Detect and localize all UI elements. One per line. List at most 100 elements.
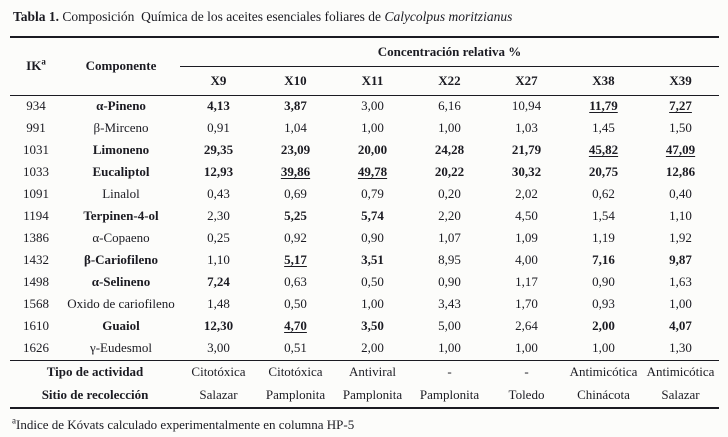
cell-value: 1,50 — [669, 120, 692, 136]
cell-value: 20,00 — [357, 142, 388, 158]
cell-value: 0,40 — [669, 186, 692, 202]
cell-value: 1,04 — [284, 120, 307, 136]
cell-value: 2,00 — [592, 318, 615, 334]
cell-component: β-Mirceno — [93, 120, 149, 136]
cell-component: Eucaliptol — [92, 164, 150, 180]
cell-value: 1,48 — [207, 296, 230, 312]
table-body: 934 α-Pineno 4,13 3,87 3,00 6,16 10,94 11,79 7,2… — [10, 95, 719, 360]
cell-value: 3,50 — [361, 318, 384, 334]
table-header: IKa Componente Concentración relativa % … — [10, 35, 720, 96]
column-header-sample: X11 — [334, 66, 411, 96]
footer-cell: Antiviral — [334, 359, 411, 384]
table-caption-number: Tabla 1. — [13, 9, 60, 24]
table-caption-species: Calycolpus moritzianus — [384, 9, 513, 24]
footnote-text: Indice de Kóvats calculado experimentalm… — [16, 416, 355, 432]
cell-value: 39,86 — [280, 164, 311, 180]
collection-site-row: Sitio de recolección Salazar Pamplonita Pam… — [10, 383, 720, 409]
table-row: 991 β-Mirceno 0,91 1,04 1,00 1,00 1,03 1,45 1,50 — [10, 118, 719, 140]
footer-cell: - — [488, 359, 565, 384]
cell-value: 0,90 — [438, 274, 461, 290]
cell-value: 5,00 — [438, 318, 461, 334]
table-row: 1194 Terpinen-4-ol 2,30 5,25 5,74 2,20 4,50 1,5… — [10, 206, 719, 228]
footer-cell: Antimicótica — [642, 359, 720, 384]
cell-value: 2,20 — [438, 208, 461, 224]
cell-value: 4,13 — [207, 98, 230, 114]
ik-superscript: a — [41, 56, 46, 67]
table-row: 934 α-Pineno 4,13 3,87 3,00 6,16 10,94 11,79 7,2… — [10, 95, 719, 118]
cell-value: 0,92 — [284, 230, 307, 246]
cell-value: 2,30 — [207, 208, 230, 224]
table-row: 1498 α-Selineno 7,24 0,63 0,50 0,90 1,17 0,90 1,… — [10, 272, 719, 294]
cell-value: 0,90 — [592, 274, 615, 290]
cell-value: 3,43 — [438, 296, 461, 312]
cell-value: 1,45 — [592, 120, 615, 136]
column-header-concentration: Concentración relativa % — [180, 35, 720, 67]
cell-component: Oxido de cariofileno — [67, 296, 175, 312]
cell-value: 3,00 — [207, 340, 230, 356]
table-row: 1626 γ-Eudesmol 3,00 0,51 2,00 1,00 1,00 1,00 1,… — [10, 338, 719, 361]
cell-value: 10,94 — [511, 98, 542, 114]
cell-value: 1,00 — [361, 120, 384, 136]
cell-value: 30,32 — [511, 164, 542, 180]
table-caption: Tabla 1. Composición Química de los acei… — [0, 0, 728, 26]
cell-value: 0,91 — [207, 120, 230, 136]
header-row-span: IKa Componente Concentración relativa % — [10, 35, 720, 96]
cell-value: 12,86 — [665, 164, 696, 180]
column-header-sample: X27 — [488, 66, 565, 96]
cell-value: 23,09 — [280, 142, 311, 158]
cell-value: 1,03 — [515, 120, 538, 136]
cell-component: Terpinen-4-ol — [83, 208, 159, 224]
footer-cell: Toledo — [488, 383, 565, 409]
cell-value: 0,20 — [438, 186, 461, 202]
cell-value: 9,87 — [669, 252, 692, 268]
cell-value: 3,87 — [284, 98, 307, 114]
footer-cell: Pamplonita — [257, 383, 334, 409]
cell-value: 8,95 — [438, 252, 461, 268]
cell-value: 20,75 — [588, 164, 619, 180]
cell-value: 49,78 — [357, 164, 388, 180]
cell-value: 1,92 — [669, 230, 692, 246]
cell-value: 0,90 — [361, 230, 384, 246]
column-header-sample: X22 — [411, 66, 488, 96]
cell-value: 1,10 — [669, 208, 692, 224]
cell-value: 0,43 — [207, 186, 230, 202]
cell-value: 1,00 — [361, 296, 384, 312]
cell-value: 3,51 — [361, 252, 384, 268]
cell-value: 3,00 — [361, 98, 384, 114]
cell-value: 1,30 — [669, 340, 692, 356]
cell-value: 4,50 — [515, 208, 538, 224]
cell-value: 1,09 — [515, 230, 538, 246]
cell-value: 1,00 — [669, 296, 692, 312]
cell-value: 45,82 — [588, 142, 619, 158]
cell-value: 4,00 — [515, 252, 538, 268]
footer-cell: Pamplonita — [334, 383, 411, 409]
footnote: aIndice de Kóvats calculado experimental… — [12, 416, 728, 433]
table-row: 1033 Eucaliptol 12,93 39,86 49,78 20,22 30,32 2… — [10, 162, 719, 184]
cell-value: 2,64 — [515, 318, 538, 334]
cell-ik: 1033 — [23, 164, 49, 180]
cell-component: α-Selineno — [91, 274, 151, 290]
table-row: 1432 β-Cariofileno 1,10 5,17 3,51 8,95 4,00 7,1… — [10, 250, 719, 272]
table-footer: Tipo de actividad Citotóxica Citotóxica Ant… — [10, 359, 720, 409]
cell-value: 47,09 — [665, 142, 696, 158]
cell-ik: 1568 — [23, 296, 49, 312]
cell-value: 7,24 — [207, 274, 230, 290]
table-row: 1386 α-Copaeno 0,25 0,92 0,90 1,07 1,09 1,19 1,9… — [10, 228, 719, 250]
cell-value: 1,54 — [592, 208, 615, 224]
cell-value: 12,93 — [203, 164, 234, 180]
cell-value: 7,16 — [592, 252, 615, 268]
cell-value: 1,17 — [515, 274, 538, 290]
cell-ik: 1091 — [23, 186, 49, 202]
cell-value: 20,22 — [434, 164, 465, 180]
cell-value: 0,50 — [284, 296, 307, 312]
cell-value: 0,50 — [361, 274, 384, 290]
cell-value: 2,00 — [361, 340, 384, 356]
cell-component: β-Cariofileno — [83, 252, 158, 268]
footer-cell: - — [411, 359, 488, 384]
cell-value: 1,07 — [438, 230, 461, 246]
cell-value: 0,79 — [361, 186, 384, 202]
column-header-sample: X38 — [565, 66, 642, 96]
cell-ik: 1498 — [23, 274, 49, 290]
cell-value: 21,79 — [511, 142, 542, 158]
